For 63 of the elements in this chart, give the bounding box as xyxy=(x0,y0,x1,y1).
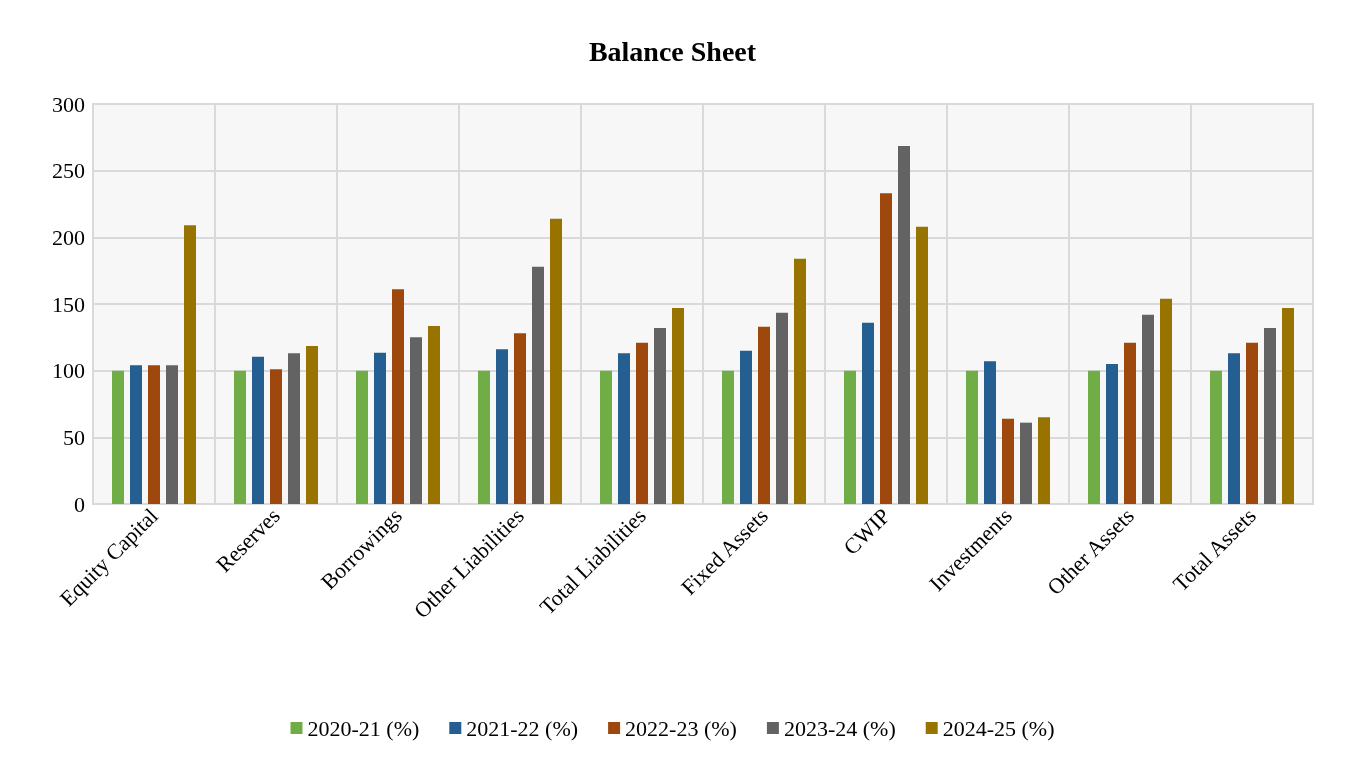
bar xyxy=(356,370,368,504)
bar xyxy=(374,352,386,504)
bar xyxy=(722,370,734,504)
bar xyxy=(252,356,264,504)
bar xyxy=(758,326,770,504)
bar xyxy=(130,365,142,504)
bar xyxy=(794,258,806,504)
bar xyxy=(916,226,928,504)
bar xyxy=(1282,308,1294,504)
bar xyxy=(306,346,318,504)
bar xyxy=(288,353,300,504)
bar xyxy=(1124,342,1136,504)
bar xyxy=(600,370,612,504)
bar xyxy=(862,322,874,504)
bar xyxy=(148,365,160,504)
y-tick-label: 150 xyxy=(52,291,85,317)
bar xyxy=(532,266,544,504)
chart-title: Balance Sheet xyxy=(588,35,757,67)
bar xyxy=(654,328,666,504)
bar xyxy=(984,361,996,504)
bar xyxy=(514,333,526,504)
y-tick-label: 0 xyxy=(74,491,85,517)
legend-label: 2023-24 (%) xyxy=(783,715,896,741)
bar xyxy=(112,370,124,504)
bar xyxy=(166,365,178,504)
bar xyxy=(184,225,196,504)
bar xyxy=(234,370,246,504)
legend-label: 2022-23 (%) xyxy=(625,715,737,741)
bar xyxy=(1106,364,1118,504)
bar xyxy=(410,337,422,504)
legend-label: 2024-25 (%) xyxy=(942,715,1055,741)
bar xyxy=(478,370,490,504)
bar xyxy=(1228,353,1240,504)
y-tick-label: 100 xyxy=(52,358,85,384)
bar xyxy=(740,350,752,504)
bar xyxy=(776,312,788,504)
bar xyxy=(1020,422,1032,504)
legend-label: 2020-21 (%) xyxy=(307,715,420,741)
y-tick-label: 300 xyxy=(52,91,85,117)
bar xyxy=(550,218,562,504)
bar xyxy=(1264,328,1276,504)
bar xyxy=(270,369,282,504)
bar xyxy=(496,349,508,504)
bar xyxy=(1210,370,1222,504)
bar xyxy=(428,326,440,504)
bar xyxy=(392,289,404,504)
y-tick-label: 250 xyxy=(52,158,85,184)
bar xyxy=(966,370,978,504)
legend-label: 2021-22 (%) xyxy=(466,715,579,741)
bar xyxy=(672,308,684,504)
bar xyxy=(844,370,856,504)
bar xyxy=(898,146,910,504)
bar xyxy=(636,342,648,504)
bar xyxy=(1160,298,1172,504)
y-tick-label: 200 xyxy=(52,224,85,250)
y-tick-label: 50 xyxy=(63,424,85,450)
bar xyxy=(1002,418,1014,504)
bar xyxy=(1246,342,1258,504)
bar xyxy=(1088,370,1100,504)
bar xyxy=(1038,417,1050,504)
bar xyxy=(1142,314,1154,504)
bar xyxy=(618,353,630,504)
bar xyxy=(880,193,892,504)
